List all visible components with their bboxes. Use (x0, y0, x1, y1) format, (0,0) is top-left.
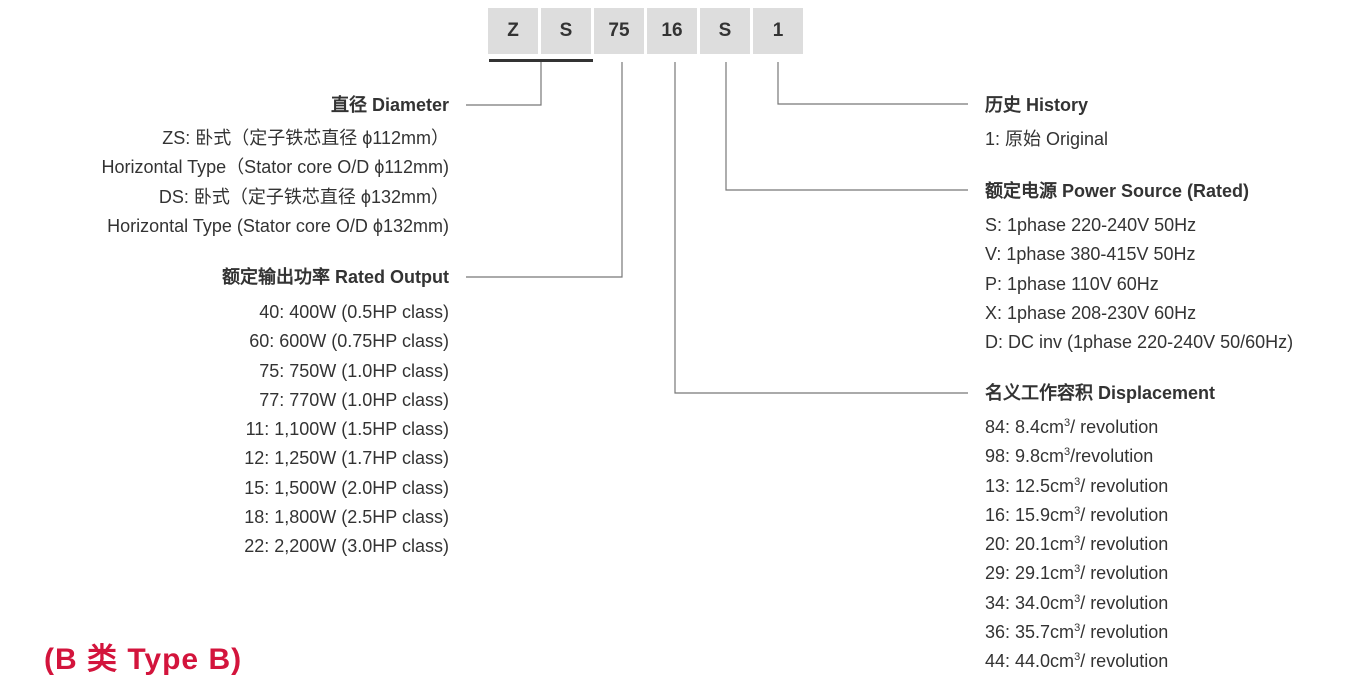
rated-output-item: 22: 2,200W (3.0HP class) (244, 536, 449, 557)
rated-output-title: 额定输出功率 Rated Output (222, 267, 449, 287)
connector-displacement (674, 62, 968, 394)
code-segment-s: S (541, 8, 591, 54)
power-source-item: D: DC inv (1phase 220-240V 50/60Hz) (985, 332, 1294, 353)
code-segment-power: S (700, 8, 750, 54)
code-segment-history: 1 (753, 8, 803, 54)
diameter-title: 直径 Diameter (330, 95, 449, 115)
rated-output-list: 40: 400W (0.5HP class) 60: 600W (0.75HP … (244, 298, 449, 562)
power-source-item: X: 1phase 208-230V 60Hz (985, 302, 1197, 323)
history-title: 历史 History (985, 95, 1089, 115)
displacement-item: 44: 44.0cm3/ revolution (985, 651, 1169, 672)
power-source-title: 额定电源 Power Source (Rated) (985, 181, 1250, 201)
power-source-item: S: 1phase 220-240V 50Hz (985, 215, 1197, 235)
model-code: Z S 75 16 S 1 (488, 8, 806, 54)
diameter-list: ZS: 卧式（定子铁芯直径 ϕ112mm） Horizontal Type（St… (101, 124, 449, 241)
displacement-item: 16: 15.9cm3/ revolution (985, 504, 1169, 525)
rated-output-item: 12: 1,250W (1.7HP class) (244, 448, 449, 469)
power-source-item: P: 1phase 110V 60Hz (985, 273, 1159, 294)
connector-diameter (466, 62, 542, 106)
power-source-list: S: 1phase 220-240V 50Hz V: 1phase 380-41… (985, 211, 1293, 357)
displacement-item: 98: 9.8cm3/revolution (985, 446, 1154, 467)
rated-output-item: 40: 400W (0.5HP class) (259, 302, 449, 322)
history-list: 1: 原始 Original (985, 125, 1108, 154)
displacement-title: 名义工作容积 Displacement (985, 383, 1216, 403)
code-segment-z: Z (488, 8, 538, 54)
power-source-item: V: 1phase 380-415V 50Hz (985, 244, 1196, 265)
displacement-item: 13: 12.5cm3/ revolution (985, 475, 1169, 496)
displacement-item: 84: 8.4cm3/ revolution (985, 417, 1159, 437)
connector-power-source (725, 62, 968, 191)
displacement-item: 29: 29.1cm3/ revolution (985, 563, 1169, 584)
displacement-item: 36: 35.7cm3/ revolution (985, 622, 1169, 643)
connector-rated-output (466, 62, 623, 278)
diameter-item: DS: 卧式（定子铁芯直径 ϕ132mm） (158, 186, 449, 207)
diameter-underline (489, 59, 593, 62)
diameter-item: Horizontal Type（Stator core O/D ϕ112mm) (101, 157, 449, 178)
rated-output-item: 77: 770W (1.0HP class) (259, 389, 449, 410)
displacement-list: 84: 8.4cm3/ revolution 98: 9.8cm3/revolu… (985, 413, 1168, 677)
type-label: (B 类 Type B) (44, 643, 243, 676)
rated-output-item: 15: 1,500W (2.0HP class) (244, 477, 449, 498)
rated-output-item: 60: 600W (0.75HP class) (249, 331, 449, 352)
diameter-item: ZS: 卧式（定子铁芯直径 ϕ112mm） (162, 128, 449, 148)
displacement-item: 34: 34.0cm3/ revolution (985, 592, 1169, 613)
code-segment-displacement: 16 (647, 8, 697, 54)
code-segment-output: 75 (594, 8, 644, 54)
diameter-item: Horizontal Type (Stator core O/D ϕ132mm) (107, 215, 449, 236)
history-item: 1: 原始 Original (985, 129, 1109, 149)
connector-history (777, 62, 968, 105)
displacement-item: 20: 20.1cm3/ revolution (985, 534, 1169, 555)
rated-output-item: 18: 1,800W (2.5HP class) (244, 507, 449, 528)
rated-output-item: 11: 1,100W (1.5HP class) (245, 419, 449, 440)
rated-output-item: 75: 750W (1.0HP class) (259, 360, 449, 381)
